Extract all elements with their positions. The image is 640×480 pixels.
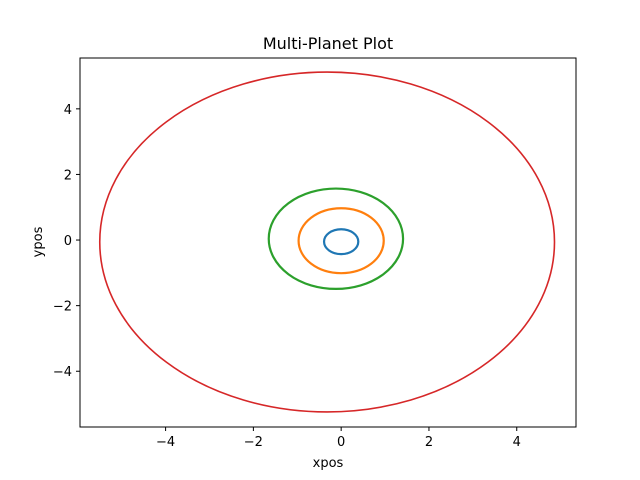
orbit-series-group xyxy=(98,71,556,413)
axes-frame xyxy=(79,57,577,428)
y-tick-label: 2 xyxy=(64,168,72,183)
y-tick-label: 0 xyxy=(64,234,72,249)
x-tick-label: −2 xyxy=(244,435,263,450)
x-tick-label: 4 xyxy=(513,435,521,450)
orbit-line-1 xyxy=(322,228,360,256)
x-tick-label: 2 xyxy=(425,435,433,450)
y-axis-label: ypos xyxy=(31,226,46,257)
x-tick-label: 0 xyxy=(337,435,345,450)
x-tick-label: −4 xyxy=(156,435,175,450)
orbit-line-2 xyxy=(297,207,385,275)
chart-title: Multi-Planet Plot xyxy=(263,34,393,53)
y-axis-ticks: −4 −2 0 2 4 xyxy=(53,103,80,380)
x-axis-ticks: −4 −2 0 2 4 xyxy=(156,427,521,450)
orbit-line-3 xyxy=(267,187,405,291)
y-tick-label: 4 xyxy=(64,103,72,118)
orbit-line-4 xyxy=(98,71,556,413)
x-axis-label: xpos xyxy=(313,456,344,471)
y-tick-label: −4 xyxy=(53,365,72,380)
y-tick-label: −2 xyxy=(53,300,72,315)
